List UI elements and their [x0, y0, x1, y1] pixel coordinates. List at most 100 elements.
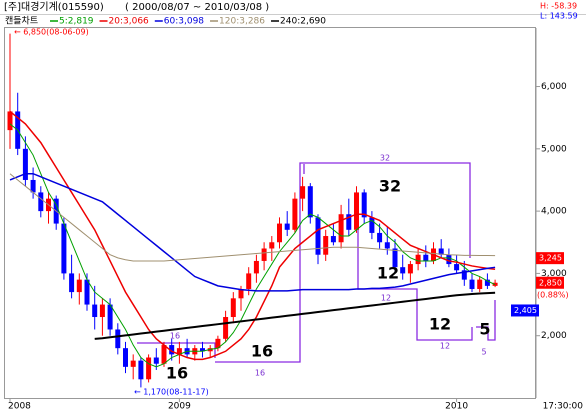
y-tick-label: 2,000 [541, 331, 567, 341]
candle-body [384, 242, 390, 249]
cycle-line [476, 300, 496, 341]
stat-high: H: -58.39 [540, 2, 577, 11]
candle-body [246, 273, 252, 289]
candle-body [84, 279, 90, 305]
candle-body [261, 248, 267, 261]
candle-body [284, 223, 290, 230]
candle-body [423, 254, 429, 261]
cycle-count: 16 [251, 342, 273, 361]
ma-line [9, 123, 496, 368]
candle-body [22, 148, 28, 180]
candle-body [461, 270, 467, 280]
cycle-line [137, 342, 216, 358]
ma-line [9, 172, 496, 292]
candle-body [215, 338, 221, 349]
cycle-count: 12 [377, 264, 399, 283]
candle-body [477, 279, 483, 289]
chart-title: [주]대경기계(015590) [4, 0, 104, 13]
candle-body [307, 186, 313, 218]
y-tick-label: 4,000 [541, 207, 567, 217]
candle-body [469, 279, 475, 289]
y-tick-label: 3,000 [541, 269, 567, 279]
min-note: ← 1,170(08-11-17) [134, 388, 209, 397]
candle-body [354, 192, 359, 230]
price-tag-label: 3,245 [539, 254, 562, 263]
x-tick-label: 2010 [445, 402, 468, 412]
ma-line [9, 173, 496, 262]
legend-label: 20:3,066 [109, 17, 150, 27]
max-note: ← 6,850(08-06-09) [14, 28, 89, 37]
candle-body [323, 236, 329, 255]
candle-body [292, 198, 298, 230]
price-tag-label: 2,850 [539, 278, 562, 287]
cycle-label: 12 [381, 294, 391, 303]
cycle-count: 5 [479, 320, 490, 339]
cycle-label: 5 [481, 348, 486, 357]
candle-body [377, 232, 383, 243]
ma-line [94, 291, 496, 340]
cycle-count: 32 [379, 177, 401, 196]
candle-body [130, 360, 136, 367]
price-tag [536, 276, 564, 289]
change-label: (0.88%) [537, 290, 569, 299]
x-tick-label: 2009 [168, 402, 191, 412]
candle-body [484, 279, 490, 286]
candle-body [230, 298, 236, 318]
y-tick-label: 5,000 [541, 144, 567, 154]
cycle-label: 16 [170, 332, 180, 341]
candle-body [454, 264, 460, 271]
legend-label: 240:2,690 [280, 17, 326, 27]
cycle-line [357, 222, 473, 341]
price-tag [536, 252, 564, 265]
candle-body [407, 264, 413, 274]
candle-body [69, 273, 75, 293]
candle-body [300, 186, 306, 199]
candle-body [153, 357, 159, 364]
y-tick-label: 6,000 [541, 82, 567, 92]
legend-label: 60:3,098 [164, 17, 205, 27]
candle-body [253, 260, 259, 274]
price-tag-label: 2,405 [514, 306, 537, 315]
cycle-count: 12 [429, 315, 451, 334]
legend-label: 5:2,819 [59, 17, 94, 27]
candle-body [176, 348, 182, 355]
candle-body [169, 345, 175, 355]
ma-line [9, 110, 496, 361]
candle-body [446, 254, 452, 265]
x-tick-label: 2008 [8, 402, 31, 412]
candle-body [107, 304, 113, 330]
legend-label: 120:3,286 [219, 17, 265, 27]
candle-body [238, 288, 244, 299]
date-range: ( 2000/08/07 ~ 2010/03/08 ) [125, 2, 269, 13]
candle-body [30, 179, 36, 193]
candle-body [338, 214, 344, 243]
candle-body [438, 248, 444, 255]
cycle-count: 16 [166, 364, 188, 383]
candle-body [400, 267, 406, 274]
cycle-line [215, 162, 471, 363]
candle-body [92, 304, 98, 318]
candle-body [223, 317, 229, 339]
candle-body [346, 214, 352, 230]
candle-body [369, 217, 375, 233]
candle-body [61, 223, 67, 274]
time-label: 17:30:00 [543, 402, 584, 412]
candle-body [200, 348, 205, 352]
candle-body [277, 223, 282, 243]
candle-body [146, 357, 152, 380]
cycle-label: 16 [255, 369, 265, 378]
candle-body [161, 345, 167, 364]
candle-body [123, 348, 128, 367]
price-tag [511, 304, 539, 317]
candle-body [99, 304, 105, 318]
candle-body [115, 329, 121, 349]
candle-body [315, 217, 321, 255]
candle-body [361, 192, 367, 218]
candle-body [269, 242, 275, 249]
cycle-label: 32 [380, 154, 390, 163]
cycle-label: 12 [440, 342, 450, 351]
chart-type-label: 캔들차트 [5, 15, 38, 27]
candle-body [7, 111, 13, 131]
candle-body [415, 254, 421, 265]
